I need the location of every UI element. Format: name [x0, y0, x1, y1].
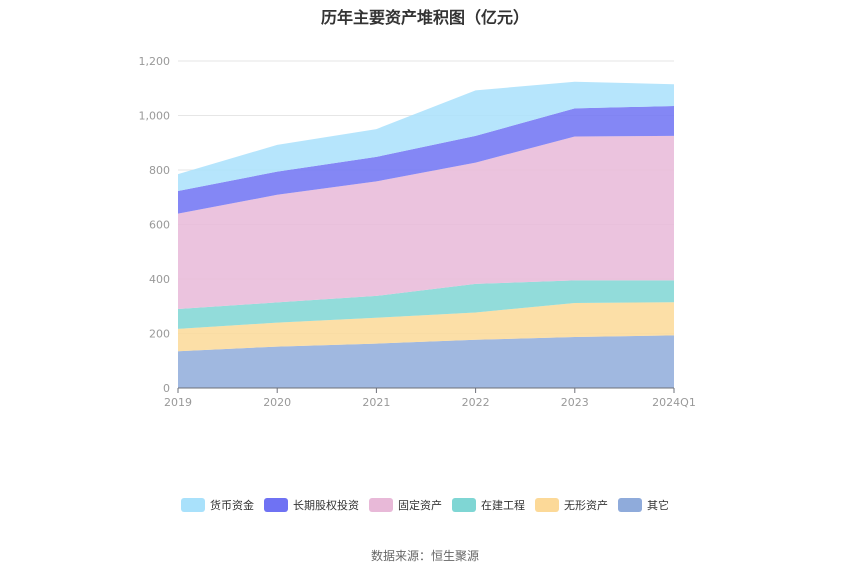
axes: 0 200 400 600 800 1,000 1,200 2019 2020 2021 2022 2…	[139, 55, 696, 409]
legend-swatch	[535, 498, 559, 512]
x-tick-label: 2022	[462, 396, 490, 409]
chart-title: 历年主要资产堆积图（亿元）	[320, 8, 529, 27]
area-series-其它	[178, 335, 674, 388]
legend-item-货币资金[interactable]: 货币资金	[181, 497, 254, 513]
x-tick-label: 2024Q1	[652, 396, 696, 409]
legend-label: 固定资产	[398, 499, 442, 512]
area-series-长期股权投资	[178, 106, 674, 214]
x-tick-label: 2019	[164, 396, 192, 409]
y-tick-label: 200	[149, 328, 170, 341]
area-series-在建工程	[178, 280, 674, 329]
legend-label: 其它	[647, 499, 669, 512]
area-series-无形资产	[178, 302, 674, 352]
x-tick-label: 2021	[362, 396, 390, 409]
legend-swatch	[452, 498, 476, 512]
y-tick-label: 1,200	[139, 55, 171, 68]
legend-swatch	[264, 498, 288, 512]
area-series-固定资产	[178, 135, 674, 309]
legend-label: 长期股权投资	[293, 499, 359, 512]
y-tick-label: 1,000	[139, 110, 171, 123]
area-series-货币资金	[178, 81, 674, 191]
legend-swatch	[618, 498, 642, 512]
legend-item-在建工程[interactable]: 在建工程	[452, 497, 525, 513]
legend-item-其它[interactable]: 其它	[618, 497, 669, 513]
legend-swatch	[369, 498, 393, 512]
legend-swatch	[181, 498, 205, 512]
legend-item-固定资产[interactable]: 固定资产	[369, 497, 442, 513]
legend-item-无形资产[interactable]: 无形资产	[535, 497, 608, 513]
x-tick-label: 2020	[263, 396, 291, 409]
y-tick-label: 600	[149, 219, 170, 232]
data-source-note: 数据来源：恒生聚源	[370, 549, 479, 563]
x-tick-label: 2023	[561, 396, 589, 409]
y-tick-label: 400	[149, 273, 170, 286]
y-tick-label: 800	[149, 164, 170, 177]
legend: 货币资金 长期股权投资 固定资产 在建工程 无形资产 其它	[0, 497, 850, 513]
y-tick-label: 0	[163, 382, 170, 395]
legend-label: 在建工程	[481, 499, 525, 512]
legend-label: 无形资产	[564, 499, 608, 512]
series-areas	[178, 81, 674, 388]
legend-item-长期股权投资[interactable]: 长期股权投资	[264, 497, 359, 513]
legend-label: 货币资金	[210, 499, 254, 512]
